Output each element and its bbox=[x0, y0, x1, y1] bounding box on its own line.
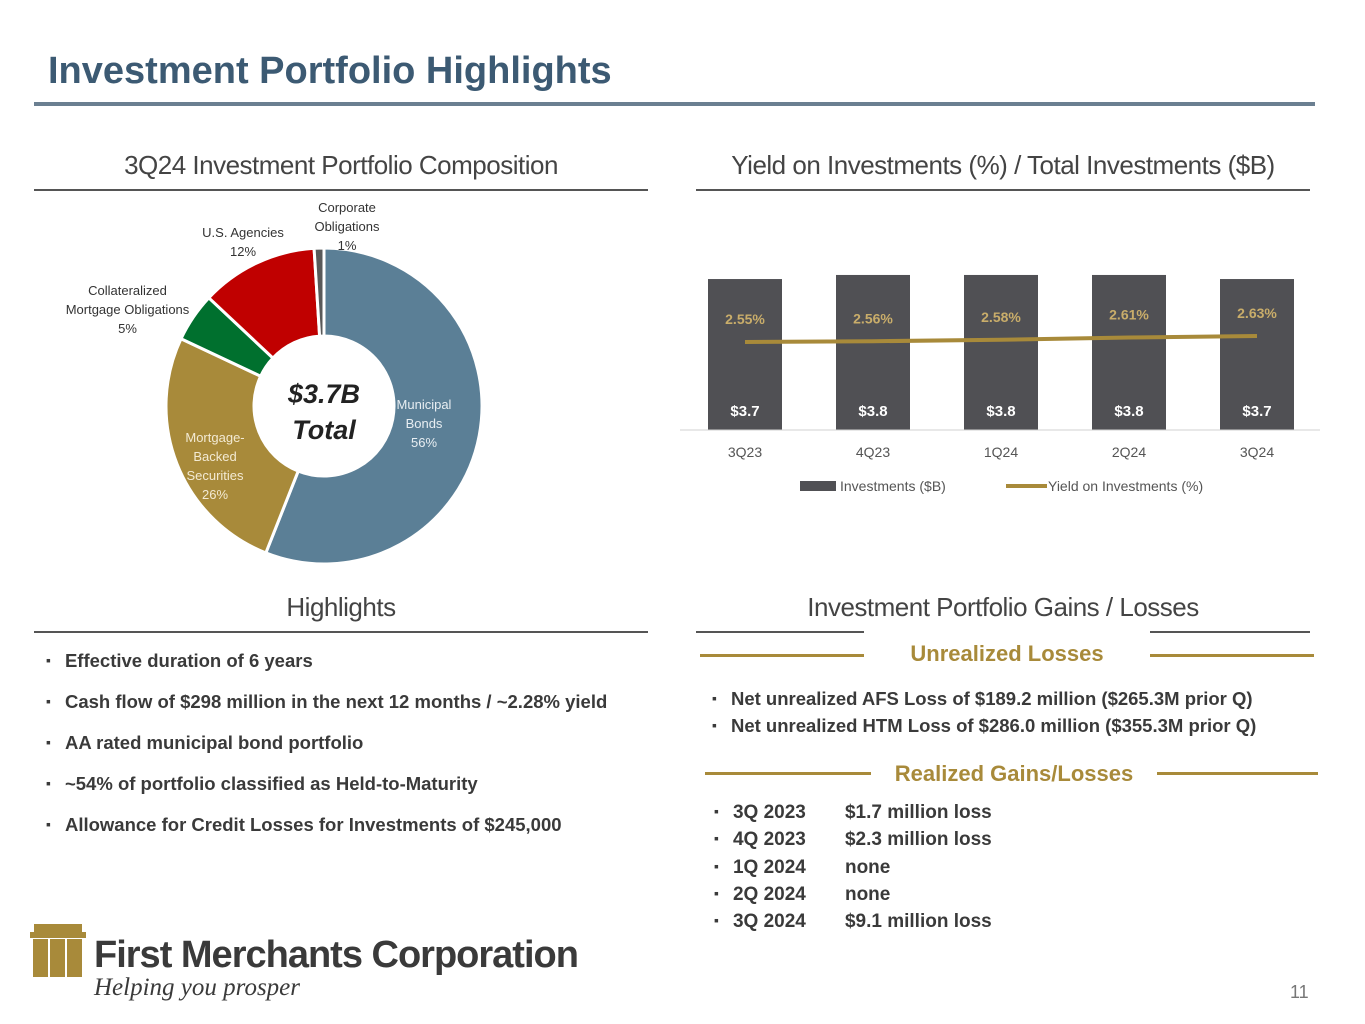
realized-quarter: 2Q 2024 bbox=[732, 883, 806, 905]
gains-title: Investment Portfolio Gains / Losses bbox=[807, 592, 1199, 622]
realized-item: 3Q 2024 $9.1 million loss bbox=[714, 911, 992, 933]
page-title: Investment Portfolio Highlights bbox=[48, 50, 612, 92]
gold-rule bbox=[1157, 772, 1318, 775]
pie-center-label: $3.7B Total bbox=[254, 376, 394, 448]
bar-line-chart: $3.7 3Q23 $3.8 4Q23 $3.8 1Q24 $3.8 2Q24 $3.7 3Q24… bbox=[680, 274, 1320, 494]
bar bbox=[964, 274, 1038, 430]
realized-item: 1Q 2024 none bbox=[714, 857, 890, 879]
slice-label-agencies: U.S. Agencies 12% bbox=[202, 225, 284, 259]
highlights-title: Highlights bbox=[286, 592, 396, 622]
bar-value-label: $3.7 bbox=[1242, 403, 1271, 420]
line-value-label: 2.61% bbox=[1109, 307, 1149, 323]
gold-rule bbox=[700, 654, 864, 657]
slice-label-cmo: Collateralized Mortgage Obligations 5% bbox=[65, 283, 190, 336]
slice-label-corporate: Corporate Obligations 1% bbox=[314, 200, 380, 253]
realized-value: none bbox=[844, 856, 891, 878]
line-value-label: 2.56% bbox=[853, 310, 893, 326]
realized-title: Realized Gains/Losses bbox=[894, 761, 1134, 786]
legend-label-yield: Yield on Investments (%) bbox=[1048, 478, 1203, 494]
page-number: 11 bbox=[1290, 982, 1309, 1002]
logo-mark-icon bbox=[30, 924, 86, 977]
bar bbox=[836, 274, 910, 430]
x-tick-label: 1Q24 bbox=[984, 444, 1018, 460]
unrealized-title: Unrealized Losses bbox=[910, 641, 1104, 666]
realized-value: $1.7 million loss bbox=[844, 802, 992, 823]
realized-item: 2Q 2024 none bbox=[714, 884, 890, 906]
bar bbox=[708, 279, 782, 430]
divider bbox=[696, 631, 864, 633]
x-tick-label: 3Q23 bbox=[728, 444, 762, 460]
highlight-item: Allowance for Credit Losses for Investme… bbox=[46, 814, 562, 836]
bar-title: Yield on Investments (%) / Total Investm… bbox=[731, 150, 1275, 180]
pie-slice-municipal bbox=[263, 246, 484, 566]
line-value-label: 2.58% bbox=[981, 309, 1021, 325]
unrealized-item: Net unrealized HTM Loss of $286.0 millio… bbox=[712, 715, 1256, 737]
realized-value: none bbox=[844, 883, 891, 905]
realized-quarter: 4Q 2023 bbox=[732, 829, 806, 851]
divider bbox=[1150, 631, 1310, 633]
logo-name: First Merchants Corporation bbox=[94, 934, 579, 976]
pie-slice-corporate bbox=[312, 246, 326, 338]
realized-quarter: 3Q 2024 bbox=[732, 911, 806, 933]
bar bbox=[1092, 274, 1166, 430]
pie-slice-mbs bbox=[164, 336, 301, 555]
legend-label-investments: Investments ($B) bbox=[840, 478, 946, 494]
divider bbox=[34, 631, 648, 633]
title-divider bbox=[34, 102, 1315, 106]
bar-value-label: $3.8 bbox=[986, 403, 1015, 420]
realized-value: $2.3 million loss bbox=[844, 829, 992, 851]
bar-value-label: $3.7 bbox=[730, 403, 759, 420]
highlight-item: AA rated municipal bond portfolio bbox=[46, 732, 363, 754]
x-tick-label: 2Q24 bbox=[1112, 444, 1146, 460]
legend-swatch-investments bbox=[800, 481, 836, 491]
bar-value-label: $3.8 bbox=[1114, 403, 1143, 420]
pie-chart bbox=[164, 246, 484, 566]
bar-value-label: $3.8 bbox=[858, 403, 887, 420]
realized-value: $9.1 million loss bbox=[844, 911, 992, 933]
line-value-label: 2.63% bbox=[1237, 305, 1277, 321]
highlight-item: ~54% of portfolio classified as Held-to-… bbox=[46, 773, 478, 795]
pie-title: 3Q24 Investment Portfolio Composition bbox=[124, 150, 558, 180]
realized-item: 3Q 2023 $1.7 million loss bbox=[714, 802, 992, 824]
yield-line bbox=[744, 334, 1258, 344]
realized-quarter: 3Q 2023 bbox=[732, 802, 806, 823]
center-total-word: Total bbox=[292, 415, 356, 445]
center-total-value: $3.7B bbox=[287, 379, 361, 409]
unrealized-item: Net unrealized AFS Loss of $189.2 millio… bbox=[712, 688, 1253, 710]
logo-tagline: Helping you prosper bbox=[94, 974, 300, 1001]
divider bbox=[696, 189, 1310, 191]
line-value-label: 2.55% bbox=[725, 311, 765, 327]
realized-item: 4Q 2023 $2.3 million loss bbox=[714, 829, 992, 851]
gold-rule bbox=[705, 772, 871, 775]
highlight-item: Cash flow of $298 million in the next 12… bbox=[46, 691, 607, 713]
slice-label-municipal: Municipal Bonds 56% bbox=[396, 397, 452, 450]
slice-label-mbs: Mortgage- Backed Securities 26% bbox=[185, 430, 245, 502]
x-tick-label: 3Q24 bbox=[1240, 444, 1274, 460]
divider bbox=[34, 189, 648, 191]
x-tick-label: 4Q23 bbox=[856, 444, 890, 460]
realized-quarter: 1Q 2024 bbox=[732, 856, 806, 878]
highlight-item: Effective duration of 6 years bbox=[46, 650, 313, 672]
bar bbox=[1220, 279, 1294, 430]
gold-rule bbox=[1150, 654, 1314, 657]
